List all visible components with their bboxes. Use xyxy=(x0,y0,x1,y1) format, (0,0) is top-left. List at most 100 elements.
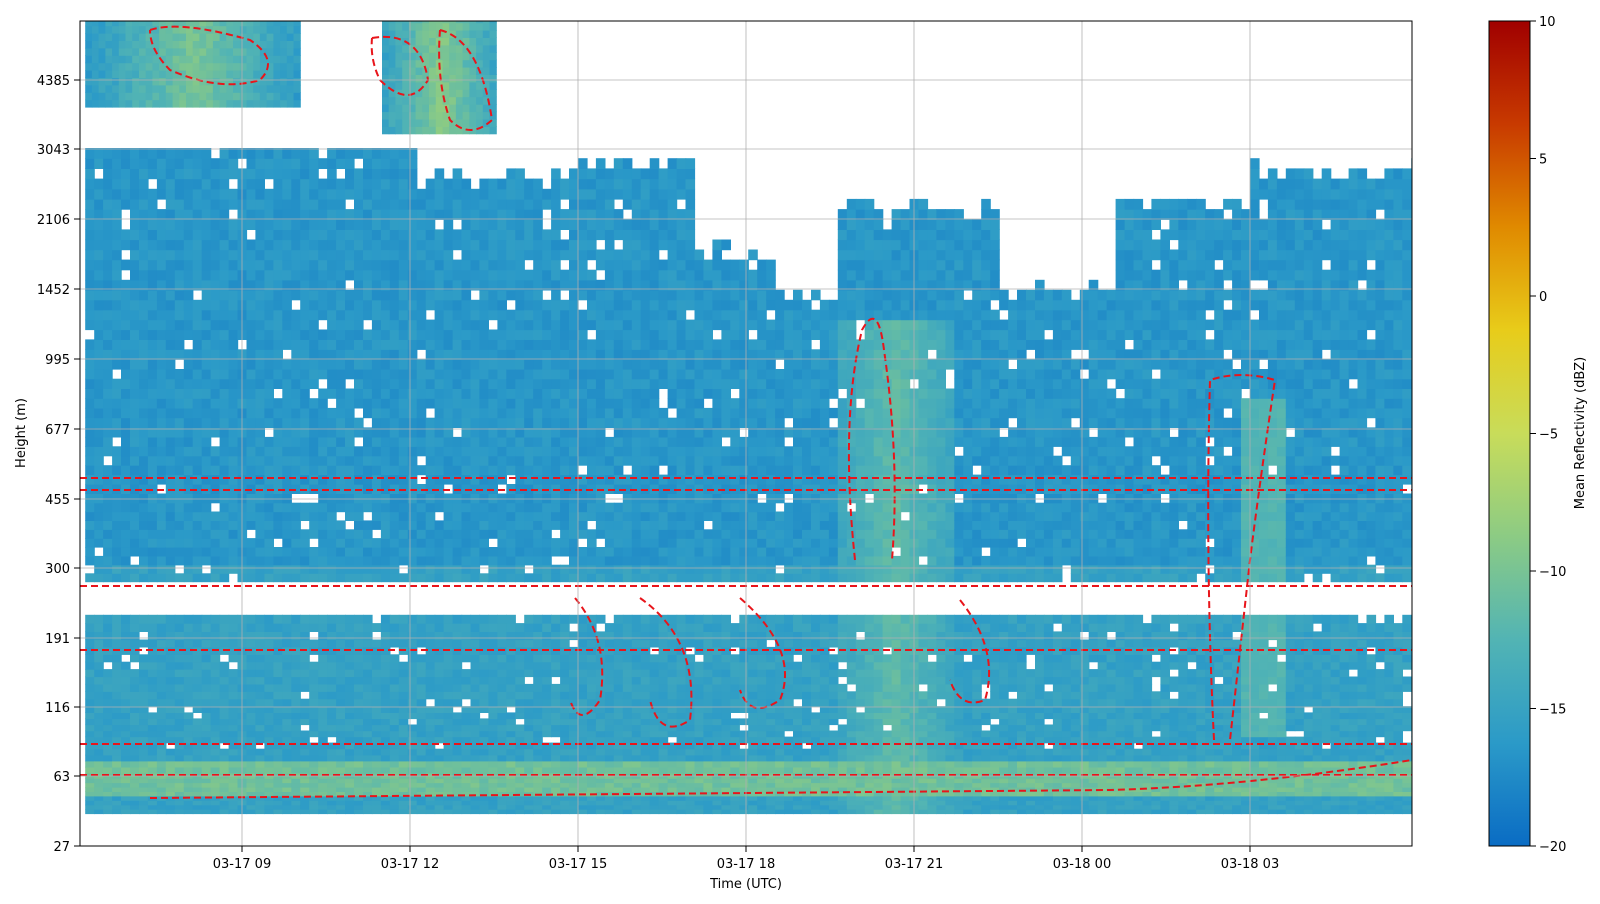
heatmap-cell xyxy=(219,339,230,350)
heatmap-cell xyxy=(309,446,319,457)
heatmap-cell xyxy=(210,669,221,678)
heatmap-cell xyxy=(416,538,427,548)
heatmap-cell xyxy=(309,269,319,281)
heatmap-cell xyxy=(156,809,167,815)
heatmap-cell xyxy=(542,724,552,732)
heatmap-cell xyxy=(452,760,463,768)
heatmap-cell xyxy=(631,555,642,566)
heatmap-cell xyxy=(613,742,624,750)
heatmap-cell xyxy=(425,754,436,762)
heatmap-cell xyxy=(658,555,669,566)
heatmap-cell xyxy=(112,614,122,624)
heatmap-cell xyxy=(569,493,579,504)
heatmap-cell xyxy=(569,742,579,750)
heatmap-cell xyxy=(354,654,364,663)
heatmap-cell xyxy=(156,766,167,774)
heatmap-cell xyxy=(85,639,95,648)
heatmap-cell xyxy=(112,654,122,663)
heatmap-cell xyxy=(94,804,104,810)
heatmap-cell xyxy=(130,502,140,513)
heatmap-cell xyxy=(470,249,481,261)
heatmap-cell xyxy=(94,369,104,380)
heatmap-cell xyxy=(147,724,158,732)
heatmap-cell xyxy=(380,555,391,566)
heatmap-cell xyxy=(542,669,552,678)
heatmap-cell xyxy=(434,676,445,685)
heatmap-cell xyxy=(371,378,382,389)
heatmap-cell xyxy=(371,309,382,321)
heatmap-cell xyxy=(416,730,427,738)
heatmap-cell xyxy=(542,760,552,768)
heatmap-cell xyxy=(613,474,624,485)
heatmap-cell xyxy=(363,259,373,271)
heatmap-cell xyxy=(210,427,221,438)
heatmap-cell xyxy=(183,718,194,726)
heatmap-cell xyxy=(130,573,140,583)
heatmap-cell xyxy=(255,654,265,663)
heatmap-cell xyxy=(470,782,481,788)
heatmap-cell xyxy=(470,778,481,784)
heatmap-cell xyxy=(542,691,552,700)
heatmap-cell xyxy=(354,329,364,340)
heatmap-cell xyxy=(174,748,185,756)
heatmap-cell xyxy=(371,724,382,732)
heatmap-cell xyxy=(139,724,149,732)
heatmap-cell xyxy=(578,564,588,574)
heatmap-cell xyxy=(300,148,310,159)
heatmap-cell xyxy=(667,178,678,190)
heatmap-cell xyxy=(389,742,400,750)
heatmap-cell xyxy=(354,239,364,251)
heatmap-cell xyxy=(336,760,346,768)
heatmap-cell xyxy=(604,538,615,548)
heatmap-cell xyxy=(569,712,579,720)
heatmap-cell xyxy=(622,446,633,457)
heatmap-cell xyxy=(631,289,642,301)
heatmap-cell xyxy=(524,178,534,190)
heatmap-cell xyxy=(595,229,606,241)
heatmap-cell xyxy=(354,229,364,241)
heatmap-cell xyxy=(389,795,400,801)
heatmap-cell xyxy=(443,639,454,648)
heatmap-cell xyxy=(524,446,534,457)
heatmap-cell xyxy=(354,547,364,557)
heatmap-cell xyxy=(407,706,418,713)
heatmap-cell xyxy=(255,339,265,350)
heatmap-cell xyxy=(497,683,507,692)
heatmap-cell xyxy=(273,691,283,700)
heatmap-cell xyxy=(640,229,651,241)
heatmap-cell xyxy=(165,369,176,380)
heatmap-cell xyxy=(622,299,633,311)
heatmap-cell xyxy=(524,754,534,762)
heatmap-cell xyxy=(443,446,454,457)
heatmap-cell xyxy=(174,259,185,271)
heatmap-cell xyxy=(622,724,633,732)
heatmap-cell xyxy=(595,706,606,713)
heatmap-cell xyxy=(282,417,292,428)
heatmap-cell xyxy=(201,455,212,466)
heatmap-cell xyxy=(291,502,301,513)
heatmap-cell xyxy=(264,279,274,291)
heatmap-cell xyxy=(407,698,418,707)
heatmap-cell xyxy=(255,573,265,583)
heatmap-cell xyxy=(183,493,194,504)
heatmap-cell xyxy=(112,269,122,281)
heatmap-cell xyxy=(685,809,696,815)
heatmap-cell xyxy=(649,800,660,806)
heatmap-cell xyxy=(533,349,543,360)
heatmap-cell xyxy=(622,407,633,419)
heatmap-cell xyxy=(282,319,292,331)
heatmap-cell xyxy=(497,319,507,331)
heatmap-cell xyxy=(560,683,570,692)
heatmap-cell xyxy=(363,623,373,632)
heatmap-cell xyxy=(443,289,454,301)
heatmap-cell xyxy=(380,446,391,457)
heatmap-cell xyxy=(640,754,651,762)
heatmap-cell xyxy=(345,369,355,380)
heatmap-cell xyxy=(613,158,624,169)
heatmap-cell xyxy=(165,538,176,548)
heatmap-cell xyxy=(318,511,328,521)
heatmap-cell xyxy=(192,614,203,624)
heatmap-cell xyxy=(165,661,176,670)
heatmap-cell xyxy=(461,564,472,574)
heatmap-cell xyxy=(103,239,113,251)
